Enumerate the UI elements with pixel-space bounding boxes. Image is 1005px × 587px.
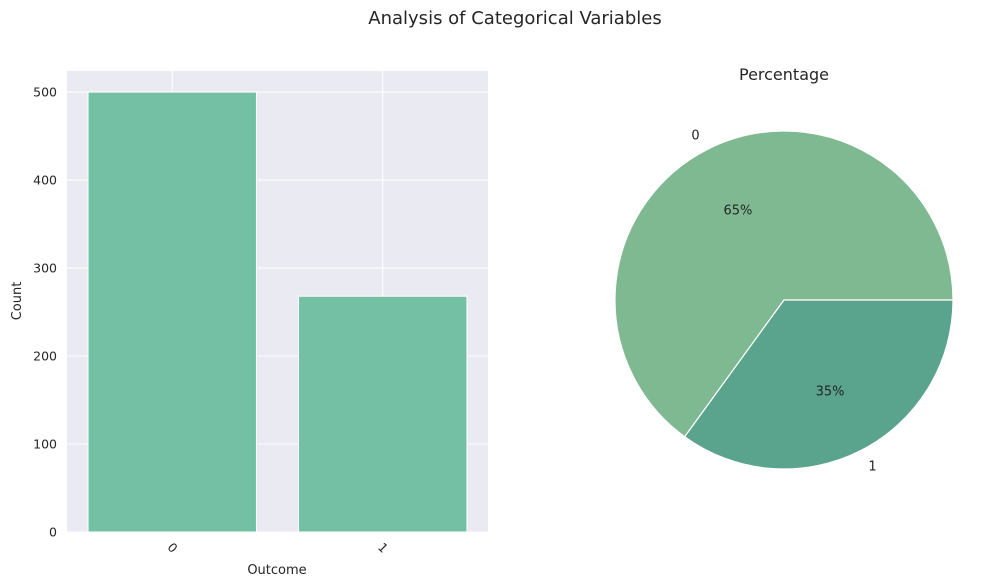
x-axis-title: Outcome [247,563,306,578]
pie-percent-label: 35% [816,384,845,399]
y-tick-label: 500 [33,85,57,100]
y-tick-label: 200 [33,349,57,364]
y-tick-labels: 0 100 200 300 400 500 [33,85,57,540]
bar-series [87,91,468,533]
pie-title: Percentage [739,65,829,84]
pie-labels: 0 65% 1 35% [691,128,876,474]
bar-0 [87,91,257,533]
y-tick-label: 100 [33,437,57,452]
pie-slice-0 [614,130,954,438]
pie-slice-1 [683,299,954,470]
y-tick-label: 0 [49,525,57,540]
figure-title: Analysis of Categorical Variables [368,8,661,29]
pie-slices [614,130,954,470]
bar-1 [298,295,468,533]
pie-category-label: 0 [691,128,699,143]
y-tick-label: 400 [33,173,57,188]
pie-chart: Percentage 0 65% 1 35% [614,65,954,475]
pie-category-label: 1 [868,460,876,475]
pie-percent-label: 65% [724,204,753,219]
y-axis-title: Count [10,282,25,321]
y-tick-label: 300 [33,261,57,276]
x-tick-label: 1 [375,540,391,556]
x-tick-label: 0 [164,540,180,556]
